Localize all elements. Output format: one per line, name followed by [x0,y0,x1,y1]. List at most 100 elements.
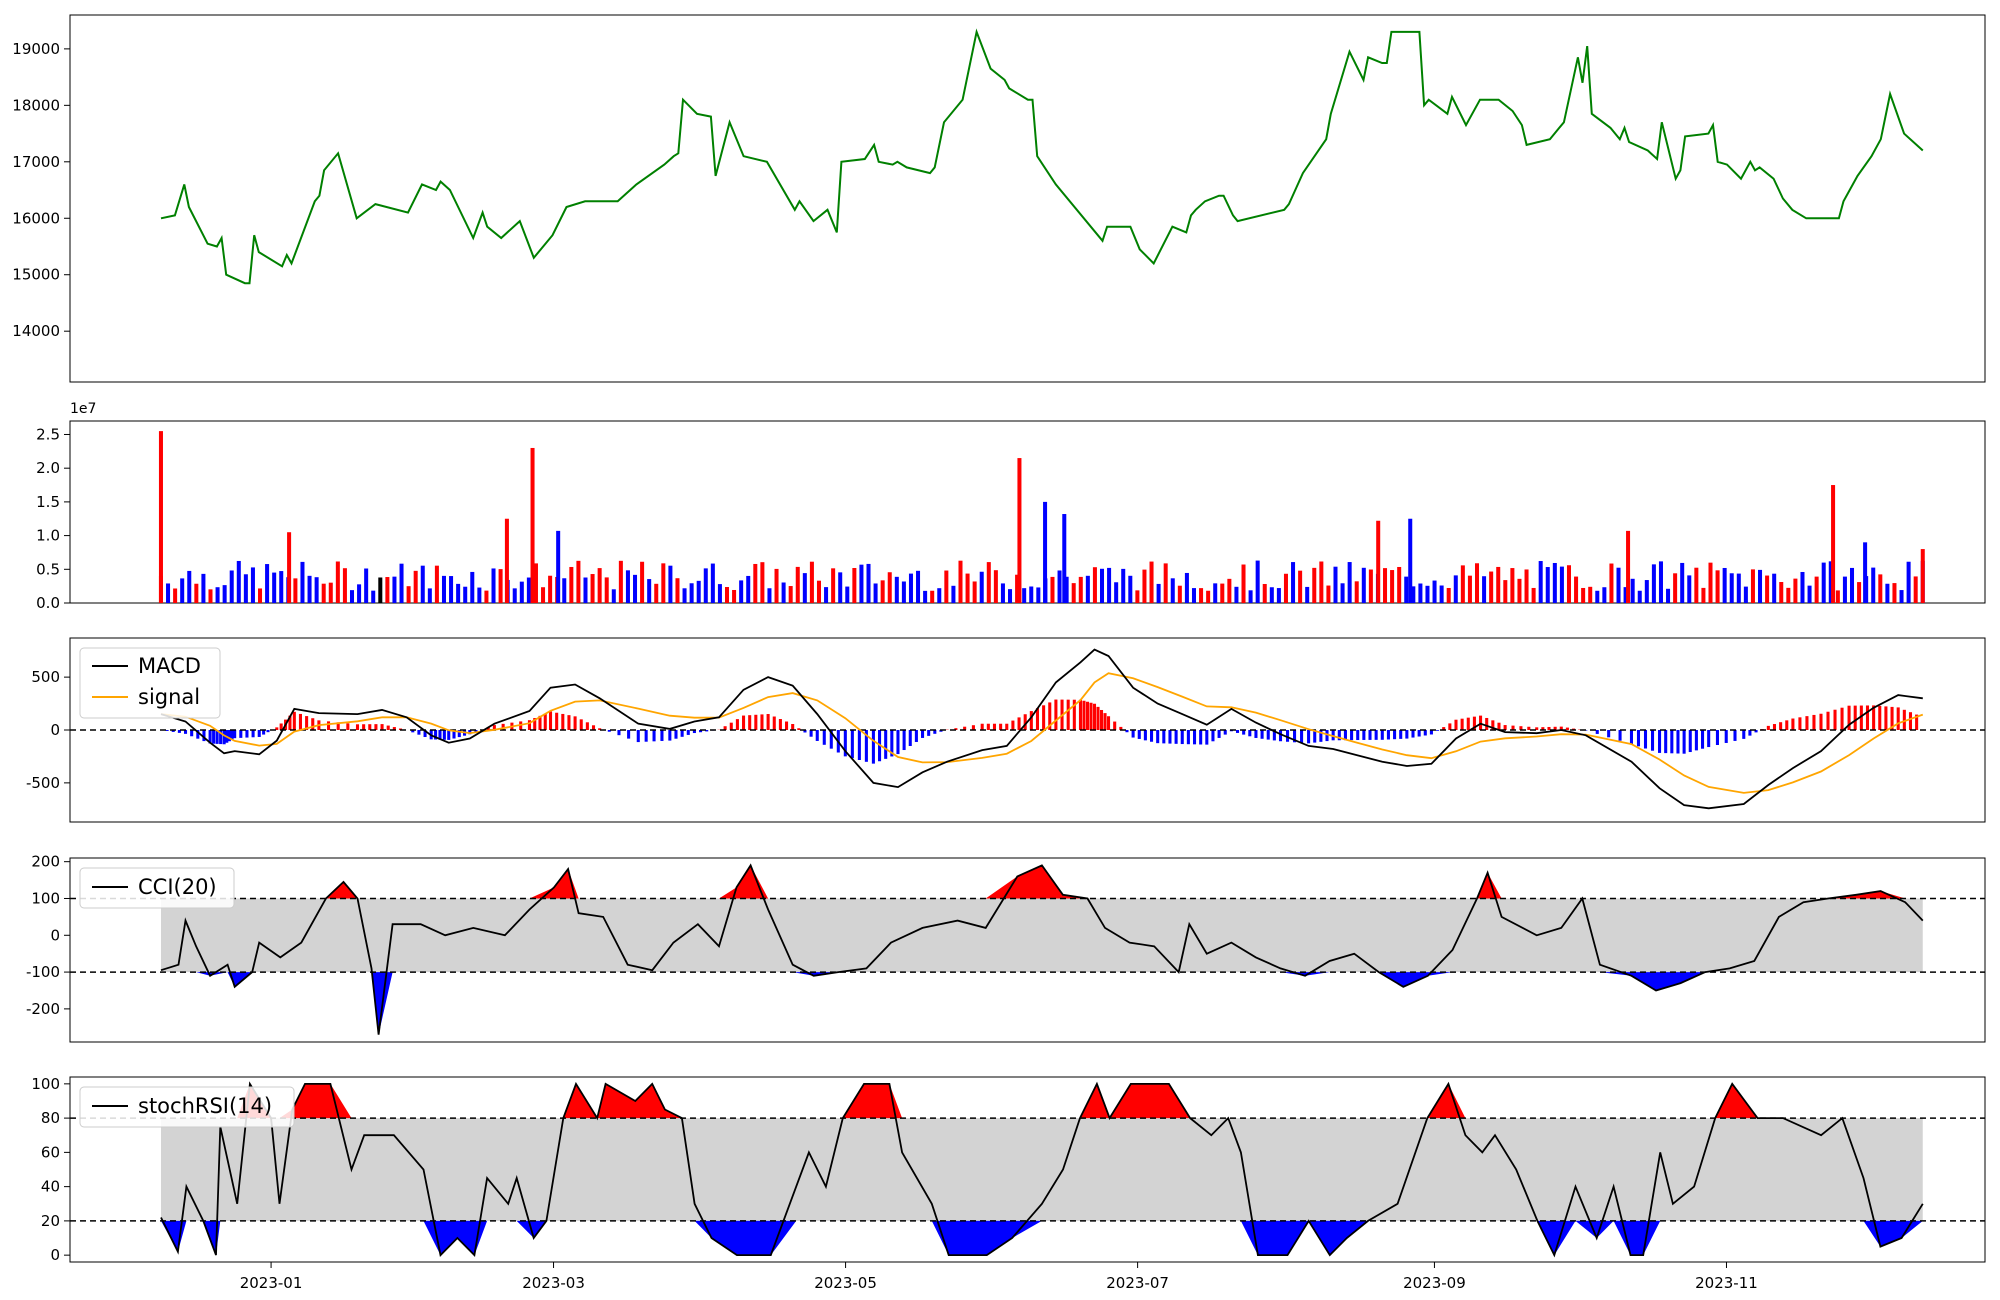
macd-hist-bar [871,730,875,764]
volume-bar [1482,576,1487,603]
volume-bar [1191,588,1196,603]
volume-bar [265,564,270,603]
macd-hist-bar [452,730,456,739]
macd-hist-bar [1089,702,1093,730]
stochrsi-ytick-label: 60 [41,1143,60,1161]
macd-hist-bar [723,726,727,730]
macd-hist-bar [864,730,868,762]
stochrsi-legend-label: stochRSI(14) [138,1094,272,1118]
volume-bar [965,573,970,603]
macd-hist-bar [208,730,212,744]
macd-hist-bar [474,730,478,732]
macd-hist-bar [785,721,789,730]
volume-bar [604,577,609,603]
volume-bar [689,583,694,603]
cci-ytick-label: 100 [31,889,60,907]
volume-bar [569,566,574,603]
macd-hist-bar [1399,730,1403,739]
macd-hist-bar [442,730,446,740]
volume-bar [364,568,369,603]
volume-bar [243,574,248,603]
macd-hist-bar [1150,730,1154,742]
volume-bar [894,576,899,603]
cci-line [160,863,1924,1035]
volume-bar [1743,586,1748,603]
macd-hist-bar [1217,730,1221,738]
macd-hist-bar [1180,730,1184,745]
stochrsi-band [160,1118,1923,1221]
cci-oversold-area [161,972,1923,1035]
volume-bar [576,560,581,603]
volume-bar [413,570,418,603]
macd-hist-bar [1812,714,1816,730]
macd-hist-bar [1865,705,1870,730]
volume-bar [802,573,807,603]
x-tick-label: 2023-09 [1403,1274,1466,1292]
macd-hist-bar [1884,706,1888,730]
volume-bar [1354,581,1359,603]
volume-bar [1885,583,1890,603]
volume-bar [158,431,163,603]
volume-bar [1418,583,1423,603]
macd-hist-bar [1223,730,1227,735]
volume-bar [1524,569,1529,603]
volume-bar [1489,571,1494,603]
volume-bar [1114,582,1119,603]
macd-hist-bar [1356,730,1360,741]
macd-hist-bar [1565,727,1569,730]
volume-bar [484,590,489,603]
macd-hist-bar [1103,713,1107,730]
macd-hist-bar [573,716,577,730]
volume-bar [1842,576,1847,603]
macd-hist-bar [1054,699,1058,730]
macd-hist-bar [1092,703,1097,730]
volume-bar [1383,568,1388,603]
volume-bar [1626,530,1631,603]
macd-hist-bar [538,715,542,730]
volume-bar [406,586,411,603]
macd-hist-bar [850,730,854,759]
volume-bar [1177,585,1182,603]
x-tick-label: 2023-11 [1695,1274,1758,1292]
macd-hist-bar [1840,707,1844,730]
macd-hist-bar [1278,730,1283,742]
volume-bar [724,587,730,603]
macd-hist-bar [215,730,219,744]
macd-hist-bar [257,730,261,737]
macd-hist-bar [1618,730,1622,741]
macd-hist-bar [1211,730,1215,742]
macd-ytick-label: 0 [50,721,60,739]
macd-hist-bar [355,724,360,730]
volume-bar [1729,573,1734,603]
price-ytick-label: 14000 [12,322,60,340]
volume-bar [1863,542,1868,603]
macd-hist-bar [1429,730,1433,735]
macd-hist-bar [368,724,372,730]
volume-bar [1008,589,1013,603]
macd-hist-bar [1694,730,1698,751]
macd-hist-bar [791,724,795,730]
volume-bar [1779,582,1784,603]
volume-bar [1022,588,1027,603]
volume-ytick-label: 0.0 [36,594,60,612]
macd-hist-bar [1676,730,1680,754]
macd-hist-bar [165,730,169,731]
volume-ytick-label: 2.5 [36,425,60,443]
macd-hist-bar [1285,730,1290,742]
volume-bar [1701,587,1706,603]
macd-hist-bar [251,730,255,738]
macd-hist-bar [1423,730,1427,736]
volume-bar [753,563,758,603]
cci-legend: CCI(20) [79,867,235,909]
macd-hist-bar [1908,712,1913,730]
volume-bar [1574,576,1579,603]
volume-bar [1758,569,1763,603]
macd-hist-bar [1853,705,1857,730]
macd-hist-bar [1131,730,1135,738]
volume-bar [1184,572,1189,603]
volume-bar [746,575,751,603]
macd-hist-bar [548,711,553,730]
volume-bar [1828,561,1833,603]
macd-hist-bar [585,722,589,730]
